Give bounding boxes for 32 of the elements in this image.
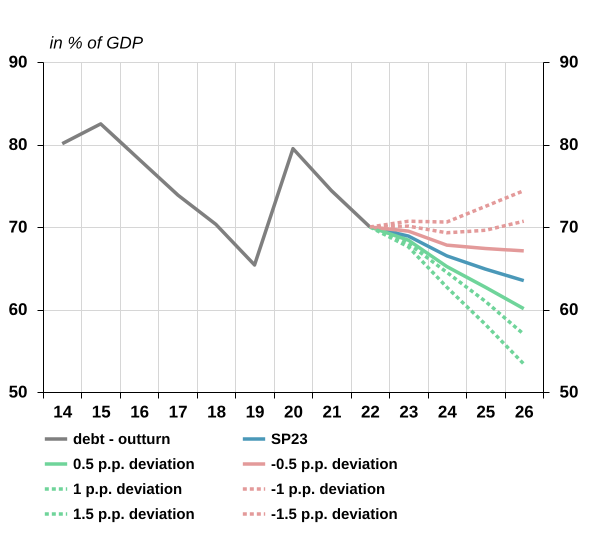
legend-label: 1 p.p. deviation (73, 481, 182, 498)
x-tick-label: 24 (438, 402, 458, 422)
legend-label: -1.5 p.p. deviation (271, 506, 398, 523)
y-tick-label: 90 (8, 52, 28, 72)
x-tick-label: 17 (168, 402, 188, 422)
x-tick-label: 15 (92, 402, 111, 422)
y-tick-label: 60 (8, 300, 28, 319)
legend-label: 1.5 p.p. deviation (73, 506, 195, 523)
y-tick-label: 50 (8, 382, 28, 402)
x-tick-label: 14 (53, 402, 73, 422)
x-tick-label: 26 (514, 402, 534, 422)
legend-label: SP23 (271, 431, 308, 448)
x-tick-label: 23 (399, 402, 418, 422)
y-axis-title: in % of GDP (50, 34, 144, 52)
x-tick-label: 16 (130, 402, 150, 422)
legend-label: 0.5 p.p. deviation (73, 456, 195, 473)
x-tick-label: 19 (246, 402, 264, 422)
y2-tick-label: 80 (560, 135, 578, 154)
y2-tick-label: 70 (560, 218, 578, 236)
legend-label: -1 p.p. deviation (271, 481, 386, 498)
y2-tick-label: 60 (560, 300, 578, 319)
y-tick-label: 80 (8, 135, 28, 154)
x-tick-label: 22 (360, 402, 380, 422)
x-tick-label: 21 (322, 402, 342, 422)
y2-tick-label: 50 (560, 382, 578, 402)
x-tick-label: 18 (207, 402, 226, 422)
x-tick-label: 25 (476, 402, 496, 422)
y-tick-label: 70 (8, 218, 28, 236)
legend-label: debt - outturn (73, 431, 170, 448)
x-tick-label: 20 (284, 402, 303, 422)
legend-label: -0.5 p.p. deviation (271, 456, 398, 473)
y2-tick-label: 90 (560, 52, 578, 72)
